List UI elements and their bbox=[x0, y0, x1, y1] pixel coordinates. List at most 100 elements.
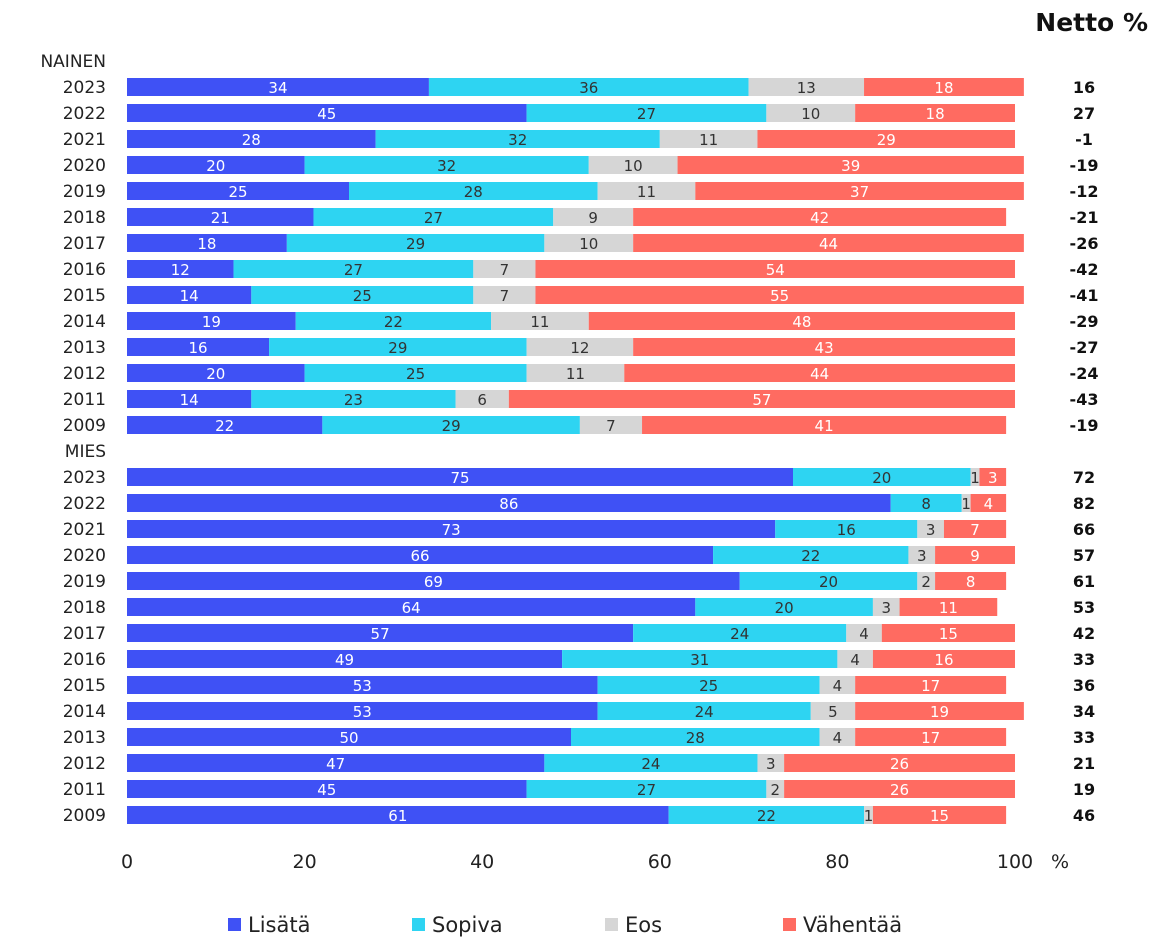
data-label: 4 bbox=[850, 651, 860, 669]
bar-segment-eos bbox=[872, 598, 900, 616]
bar-segment-sopiva bbox=[544, 754, 758, 772]
bar-segment-vähentää bbox=[784, 780, 1015, 798]
data-label: 28 bbox=[464, 183, 483, 201]
bar-segment-sopiva bbox=[349, 182, 598, 200]
bar-segment-sopiva bbox=[597, 702, 811, 720]
data-label: 1 bbox=[961, 495, 971, 513]
x-tick-label: 100 bbox=[997, 851, 1033, 873]
bar-segment-lisätä bbox=[127, 338, 270, 356]
bar-segment-vähentää bbox=[872, 806, 1007, 824]
data-label: 25 bbox=[228, 183, 247, 201]
year-label: 2021 bbox=[63, 130, 106, 150]
net-value: -19 bbox=[1070, 156, 1099, 175]
data-label: 7 bbox=[606, 417, 616, 435]
year-label: 2012 bbox=[63, 754, 106, 774]
data-label: 3 bbox=[917, 547, 927, 565]
bar-segment-eos bbox=[810, 702, 856, 720]
bar-segment-sopiva bbox=[286, 234, 545, 252]
bar-segment-sopiva bbox=[890, 494, 962, 512]
data-label: 2 bbox=[770, 781, 780, 799]
year-label: 2018 bbox=[63, 208, 106, 228]
net-value: -21 bbox=[1070, 208, 1099, 227]
data-label: 29 bbox=[442, 417, 461, 435]
data-label: 20 bbox=[872, 469, 891, 487]
bar-segment-vähentää bbox=[784, 754, 1015, 772]
bar-segment-sopiva bbox=[322, 416, 580, 434]
year-label: 2014 bbox=[63, 702, 106, 722]
data-label: 86 bbox=[499, 495, 518, 513]
bar-segment-vähentää bbox=[855, 702, 1024, 720]
net-value: 34 bbox=[1073, 702, 1095, 721]
bar-segment-vähentää bbox=[872, 650, 1015, 668]
bar-segment-sopiva bbox=[668, 806, 865, 824]
data-label: 11 bbox=[566, 365, 585, 383]
data-label: 45 bbox=[317, 105, 336, 123]
bar-segment-eos bbox=[819, 676, 856, 694]
bar-segment-eos bbox=[970, 468, 980, 486]
data-label: 4 bbox=[984, 495, 994, 513]
net-value: -26 bbox=[1070, 234, 1099, 253]
legend-label: Lisätä bbox=[248, 913, 310, 937]
net-value: -42 bbox=[1070, 260, 1099, 279]
bar-segment-lisätä bbox=[127, 468, 793, 486]
bar-segment-eos bbox=[837, 650, 873, 668]
bar-segment-vähentää bbox=[864, 78, 1024, 96]
bar-segment-sopiva bbox=[526, 104, 767, 122]
year-label: 2020 bbox=[63, 156, 106, 176]
year-label: 2015 bbox=[63, 286, 106, 306]
bar-segment-vähentää bbox=[855, 676, 1007, 694]
data-label: 6 bbox=[477, 391, 487, 409]
year-label: 2012 bbox=[63, 364, 106, 384]
data-label: 21 bbox=[211, 209, 230, 227]
net-value: 16 bbox=[1073, 78, 1095, 97]
bar-segment-sopiva bbox=[739, 572, 918, 590]
bar-segment-lisätä bbox=[127, 780, 527, 798]
data-label: 39 bbox=[841, 157, 860, 175]
data-label: 12 bbox=[570, 339, 589, 357]
bar-segment-sopiva bbox=[571, 728, 820, 746]
bar-segment-sopiva bbox=[269, 338, 527, 356]
bar-segment-eos bbox=[473, 286, 536, 304]
bar-segment-sopiva bbox=[251, 390, 456, 408]
data-label: 24 bbox=[730, 625, 749, 643]
bar-segment-vähentää bbox=[855, 104, 1015, 122]
bar-segment-vähentää bbox=[970, 494, 1007, 512]
bar-segment-vähentää bbox=[899, 598, 998, 616]
x-unit-label: % bbox=[1051, 851, 1069, 873]
bar-segment-sopiva bbox=[562, 650, 838, 668]
bar-segment-vähentää bbox=[624, 364, 1015, 382]
data-label: 29 bbox=[406, 235, 425, 253]
net-value: -43 bbox=[1070, 390, 1099, 409]
bar-segment-lisätä bbox=[127, 182, 349, 200]
bar-segment-lisätä bbox=[127, 676, 598, 694]
bar-segment-lisätä bbox=[127, 494, 891, 512]
bar-segment-vähentää bbox=[642, 416, 1007, 434]
bar-segment-lisätä bbox=[127, 572, 740, 590]
net-value: 53 bbox=[1073, 598, 1095, 617]
data-label: 22 bbox=[384, 313, 403, 331]
data-label: 28 bbox=[686, 729, 705, 747]
bar-segment-sopiva bbox=[251, 286, 474, 304]
bar-segment-eos bbox=[473, 260, 536, 278]
legend-swatch bbox=[228, 918, 241, 931]
legend-swatch bbox=[783, 918, 796, 931]
data-label: 11 bbox=[699, 131, 718, 149]
legend-swatch bbox=[605, 918, 618, 931]
bar-segment-lisätä bbox=[127, 104, 527, 122]
data-label: 18 bbox=[934, 79, 953, 97]
data-label: 44 bbox=[810, 365, 829, 383]
year-label: 2011 bbox=[63, 390, 106, 410]
bar-segment-sopiva bbox=[304, 364, 527, 382]
net-value: 61 bbox=[1073, 572, 1095, 591]
data-label: 11 bbox=[637, 183, 656, 201]
legend-label: Eos bbox=[625, 913, 662, 937]
legend: Lisätä Sopiva Eos Vähentää bbox=[228, 913, 902, 937]
data-label: 34 bbox=[268, 79, 287, 97]
bar-segment-eos bbox=[917, 572, 936, 590]
data-label: 8 bbox=[921, 495, 931, 513]
data-label: 43 bbox=[815, 339, 834, 357]
data-label: 20 bbox=[775, 599, 794, 617]
data-label: 14 bbox=[180, 391, 199, 409]
data-label: 25 bbox=[353, 287, 372, 305]
net-value: 19 bbox=[1073, 780, 1095, 799]
